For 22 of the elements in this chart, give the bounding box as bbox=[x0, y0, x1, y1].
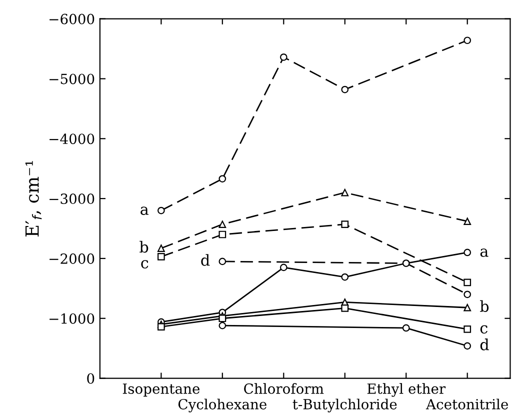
series-label: a bbox=[140, 206, 148, 215]
y-tick-label: −3000 bbox=[50, 194, 94, 204]
y-tick-label: 0 bbox=[87, 373, 94, 384]
y-axis-title: E′$_{f}$, cm⁻¹ bbox=[25, 161, 42, 237]
y-tick-label: −4000 bbox=[50, 134, 94, 144]
series-label: b bbox=[140, 240, 148, 253]
x-tick-label: Acetonitrile bbox=[426, 398, 508, 410]
series-label: d bbox=[201, 254, 210, 266]
legend-label: a bbox=[480, 248, 488, 257]
y-tick-label: −1000 bbox=[50, 313, 94, 324]
series-label: d bbox=[480, 338, 489, 350]
x-tick-label: t-Butylchloride bbox=[292, 398, 397, 412]
x-tick-label: Chloroform bbox=[244, 383, 324, 394]
x-tick-label: Cyclohexane bbox=[178, 398, 266, 412]
y-tick-label: −2000 bbox=[50, 253, 94, 264]
x-tick-label: Isopentane bbox=[122, 384, 200, 397]
series-label: b bbox=[480, 300, 489, 312]
y-tick-label: −5000 bbox=[50, 74, 94, 84]
series-label: c bbox=[141, 260, 148, 268]
series-label: c bbox=[480, 325, 488, 334]
x-tick-label: Ethyl ether bbox=[367, 383, 446, 397]
y-tick-label: −6000 bbox=[50, 14, 94, 24]
